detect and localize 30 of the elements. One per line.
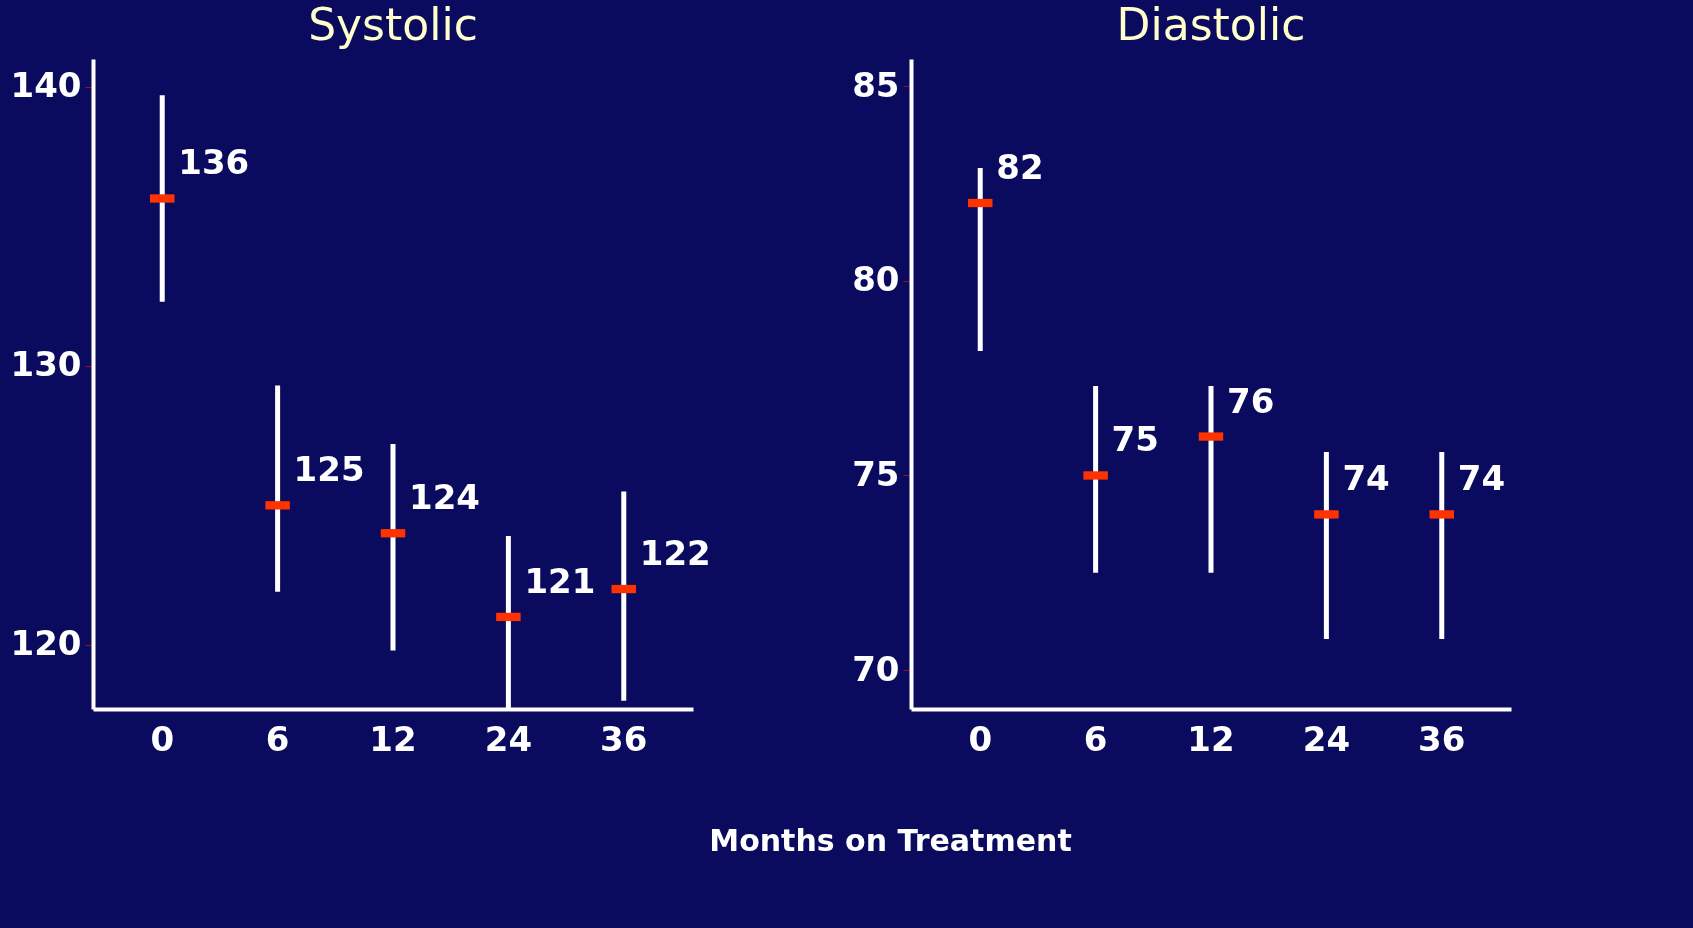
x-tick-label: 0: [968, 718, 993, 759]
x-tick-label: 0: [150, 718, 175, 759]
y-tick-label: 140: [10, 65, 82, 106]
y-tick-label: 75: [852, 453, 900, 494]
x-axis-title: Months on Treatment: [709, 823, 1072, 858]
data-label: 124: [409, 477, 480, 518]
data-label: 75: [1111, 419, 1159, 460]
data-label: 125: [293, 449, 365, 490]
data-label: 74: [1342, 458, 1390, 499]
data-label: 122: [639, 533, 711, 574]
x-tick-label: 12: [1187, 718, 1235, 759]
y-tick-label: 85: [852, 64, 900, 105]
data-label: 76: [1227, 380, 1275, 421]
data-label: 136: [178, 142, 250, 183]
y-tick-label: 130: [10, 344, 82, 385]
x-tick-label: 6: [1083, 718, 1108, 759]
x-tick-label: 6: [265, 718, 290, 759]
y-tick-label: 70: [852, 648, 900, 689]
x-tick-label: 12: [369, 718, 417, 759]
data-label: 82: [996, 147, 1044, 188]
y-tick-label: 120: [10, 623, 82, 664]
y-tick-label: 80: [852, 259, 900, 300]
chart-title: Systolic: [308, 0, 478, 50]
x-tick-label: 24: [484, 718, 533, 759]
x-tick-label: 24: [1302, 718, 1351, 759]
data-label: 74: [1457, 458, 1506, 499]
x-tick-label: 36: [1418, 718, 1466, 759]
data-label: 121: [524, 560, 596, 601]
chart-title: Diastolic: [1116, 0, 1306, 50]
x-tick-label: 36: [600, 718, 648, 759]
